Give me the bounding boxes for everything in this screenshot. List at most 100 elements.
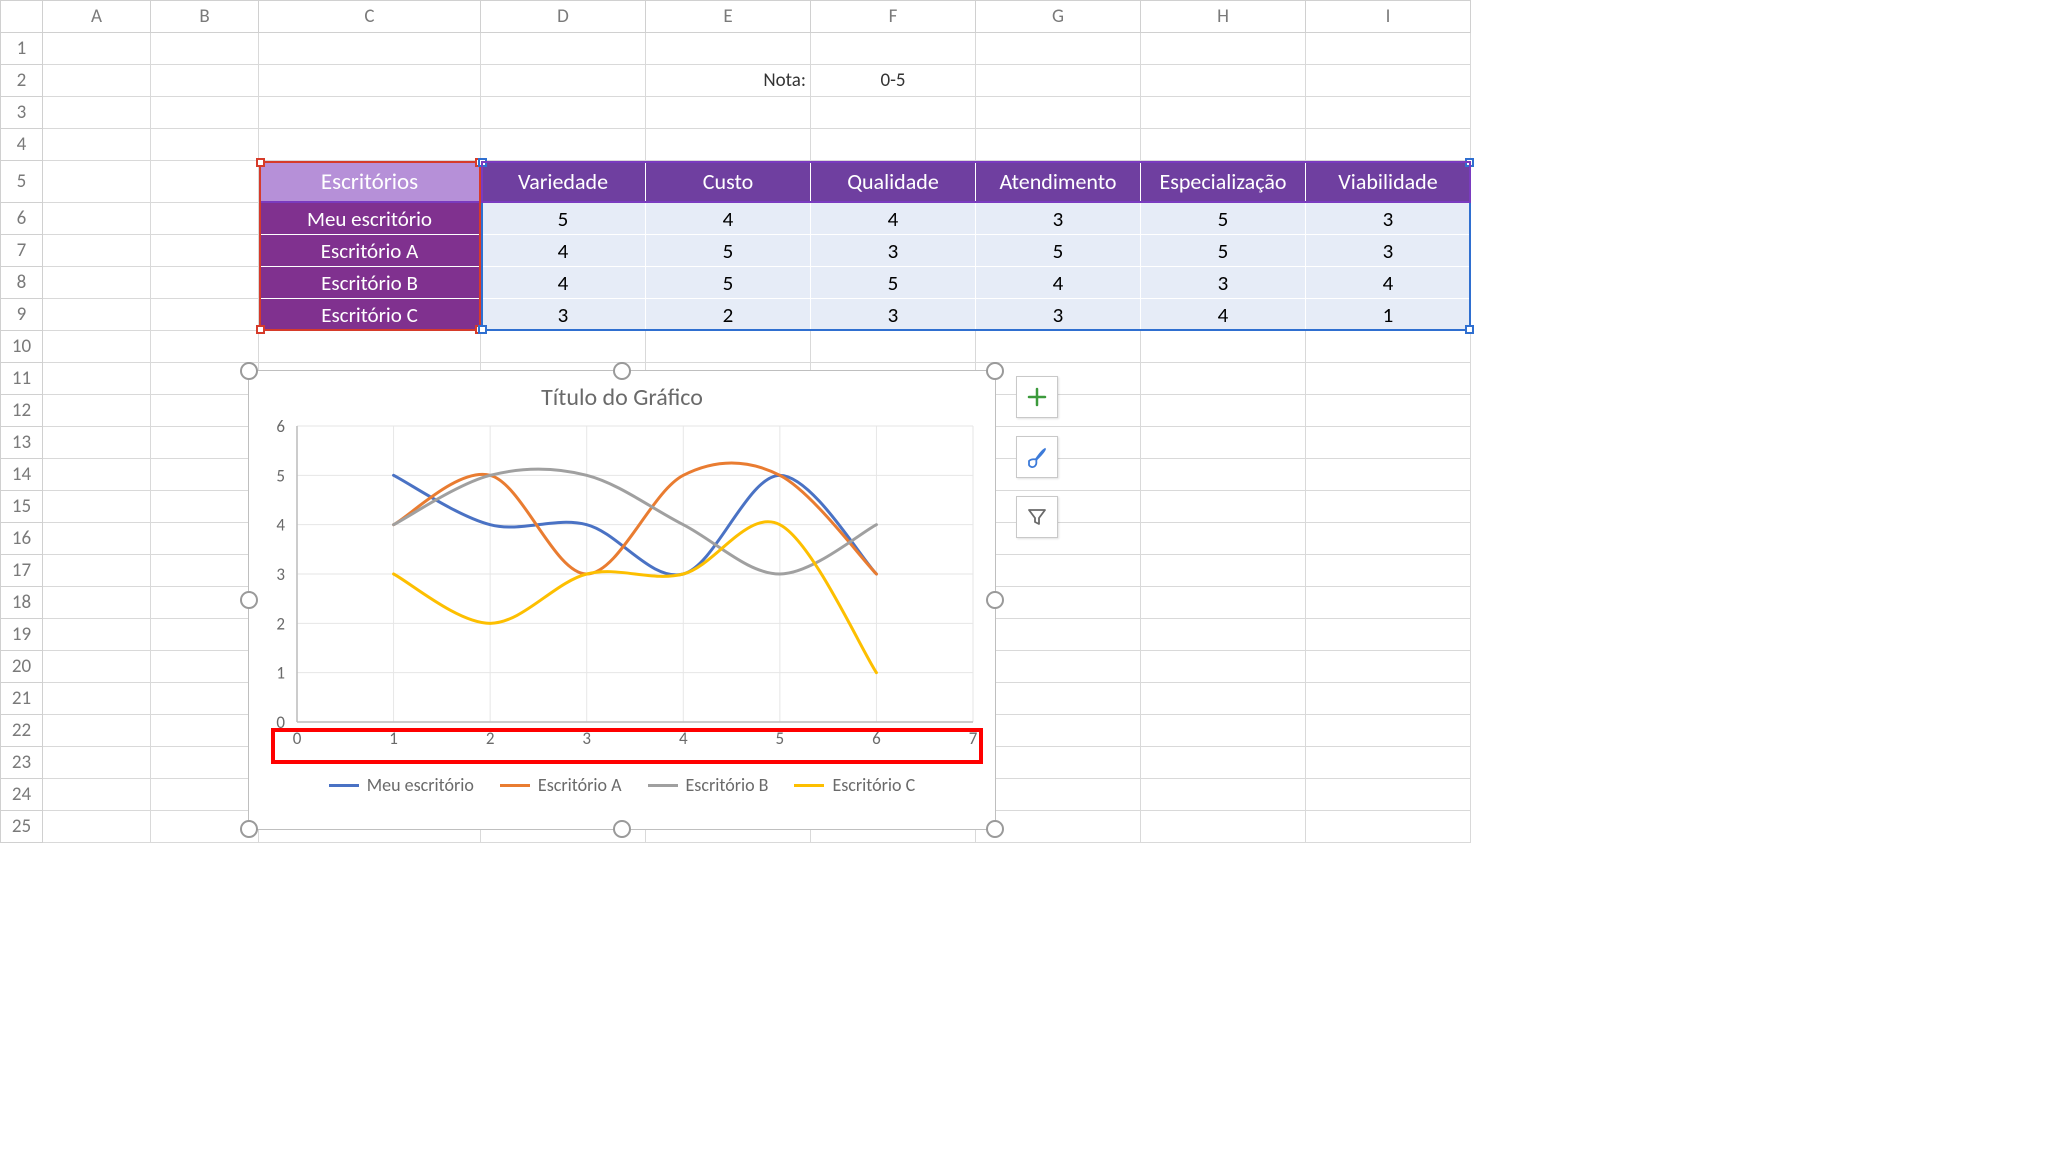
cell-I17[interactable] (1306, 555, 1471, 587)
chart-elements-button[interactable] (1016, 376, 1058, 418)
table-cell[interactable]: 3 (811, 299, 976, 331)
cell-B5[interactable] (151, 161, 259, 203)
cell-H20[interactable] (1141, 651, 1306, 683)
cell-I24[interactable] (1306, 779, 1471, 811)
cell-H18[interactable] (1141, 587, 1306, 619)
col-header[interactable]: F (811, 1, 976, 33)
cell-B19[interactable] (151, 619, 259, 651)
cell-G3[interactable] (976, 97, 1141, 129)
cell-G14[interactable] (976, 459, 1141, 491)
cell-A12[interactable] (43, 395, 151, 427)
row-header[interactable]: 13 (1, 427, 43, 459)
table-cell[interactable]: 4 (1306, 267, 1471, 299)
cell-A19[interactable] (43, 619, 151, 651)
col-header[interactable]: H (1141, 1, 1306, 33)
cell-I20[interactable] (1306, 651, 1471, 683)
cell-H4[interactable] (1141, 129, 1306, 161)
chart-legend[interactable]: Meu escritórioEscritório AEscritório BEs… (249, 764, 995, 810)
cell-I21[interactable] (1306, 683, 1471, 715)
cell-I1[interactable] (1306, 33, 1471, 65)
cell-B14[interactable] (151, 459, 259, 491)
cell-E4[interactable] (646, 129, 811, 161)
cell-B12[interactable] (151, 395, 259, 427)
table-cell[interactable]: 3 (811, 235, 976, 267)
cell-B2[interactable] (151, 65, 259, 97)
row-header[interactable]: 4 (1, 129, 43, 161)
cell-G23[interactable] (976, 747, 1141, 779)
cell-A2[interactable] (43, 65, 151, 97)
cell-G19[interactable] (976, 619, 1141, 651)
cell-G20[interactable] (976, 651, 1141, 683)
row-header[interactable]: 9 (1, 299, 43, 331)
cell-I16[interactable] (1306, 523, 1471, 555)
row-header[interactable]: 2 (1, 65, 43, 97)
cell-A13[interactable] (43, 427, 151, 459)
row-header[interactable]: 15 (1, 491, 43, 523)
cell-A16[interactable] (43, 523, 151, 555)
legend-item[interactable]: Meu escritório (329, 774, 474, 796)
table-cell[interactable]: 5 (646, 267, 811, 299)
cell-H14[interactable] (1141, 459, 1306, 491)
table-cell[interactable]: 4 (811, 203, 976, 235)
cell-H3[interactable] (1141, 97, 1306, 129)
cell-B24[interactable] (151, 779, 259, 811)
table-cell[interactable]: 4 (1141, 299, 1306, 331)
row-header[interactable]: 19 (1, 619, 43, 651)
cell-H25[interactable] (1141, 811, 1306, 843)
row-header[interactable]: 8 (1, 267, 43, 299)
table-col-header[interactable]: Atendimento (976, 161, 1141, 203)
cell-A4[interactable] (43, 129, 151, 161)
cell-H1[interactable] (1141, 33, 1306, 65)
cell-C2[interactable] (259, 65, 481, 97)
row-header[interactable]: 20 (1, 651, 43, 683)
cell-G10[interactable] (976, 331, 1141, 363)
chart-filter-button[interactable] (1016, 496, 1058, 538)
cell-H12[interactable] (1141, 395, 1306, 427)
cell-H17[interactable] (1141, 555, 1306, 587)
row-header[interactable]: 21 (1, 683, 43, 715)
row-header[interactable]: 22 (1, 715, 43, 747)
cell-F1[interactable] (811, 33, 976, 65)
cell-A11[interactable] (43, 363, 151, 395)
table-row-header[interactable]: Escritório A (259, 235, 481, 267)
row-header[interactable]: 7 (1, 235, 43, 267)
chart-resize-handle[interactable] (986, 362, 1004, 380)
cell-E3[interactable] (646, 97, 811, 129)
row-header[interactable]: 17 (1, 555, 43, 587)
table-cell[interactable]: 1 (1306, 299, 1471, 331)
cell-B21[interactable] (151, 683, 259, 715)
cell-A20[interactable] (43, 651, 151, 683)
chart-resize-handle[interactable] (613, 362, 631, 380)
cell-B7[interactable] (151, 235, 259, 267)
row-header[interactable]: 5 (1, 161, 43, 203)
table-cell[interactable]: 3 (976, 203, 1141, 235)
cell-A17[interactable] (43, 555, 151, 587)
cell-I18[interactable] (1306, 587, 1471, 619)
legend-item[interactable]: Escritório B (648, 774, 769, 796)
chart-resize-handle[interactable] (240, 820, 258, 838)
select-all-corner[interactable] (1, 1, 43, 33)
cell-G15[interactable] (976, 491, 1141, 523)
table-row-header[interactable]: Escritório C (259, 299, 481, 331)
table-col-header[interactable]: Qualidade (811, 161, 976, 203)
table-cell[interactable]: 4 (481, 235, 646, 267)
cell-C3[interactable] (259, 97, 481, 129)
cell-I3[interactable] (1306, 97, 1471, 129)
cell-B22[interactable] (151, 715, 259, 747)
chart-styles-button[interactable] (1016, 436, 1058, 478)
cell-C4[interactable] (259, 129, 481, 161)
chart-resize-handle[interactable] (240, 362, 258, 380)
row-header[interactable]: 11 (1, 363, 43, 395)
cell-H2[interactable] (1141, 65, 1306, 97)
cell-B23[interactable] (151, 747, 259, 779)
cell-B17[interactable] (151, 555, 259, 587)
cell-C1[interactable] (259, 33, 481, 65)
cell-H19[interactable] (1141, 619, 1306, 651)
table-cell[interactable]: 5 (1141, 235, 1306, 267)
cell-A8[interactable] (43, 267, 151, 299)
cell-I19[interactable] (1306, 619, 1471, 651)
table-cell[interactable]: 3 (976, 299, 1141, 331)
cell-C10[interactable] (259, 331, 481, 363)
table-cell[interactable]: 2 (646, 299, 811, 331)
legend-item[interactable]: Escritório C (794, 774, 915, 796)
